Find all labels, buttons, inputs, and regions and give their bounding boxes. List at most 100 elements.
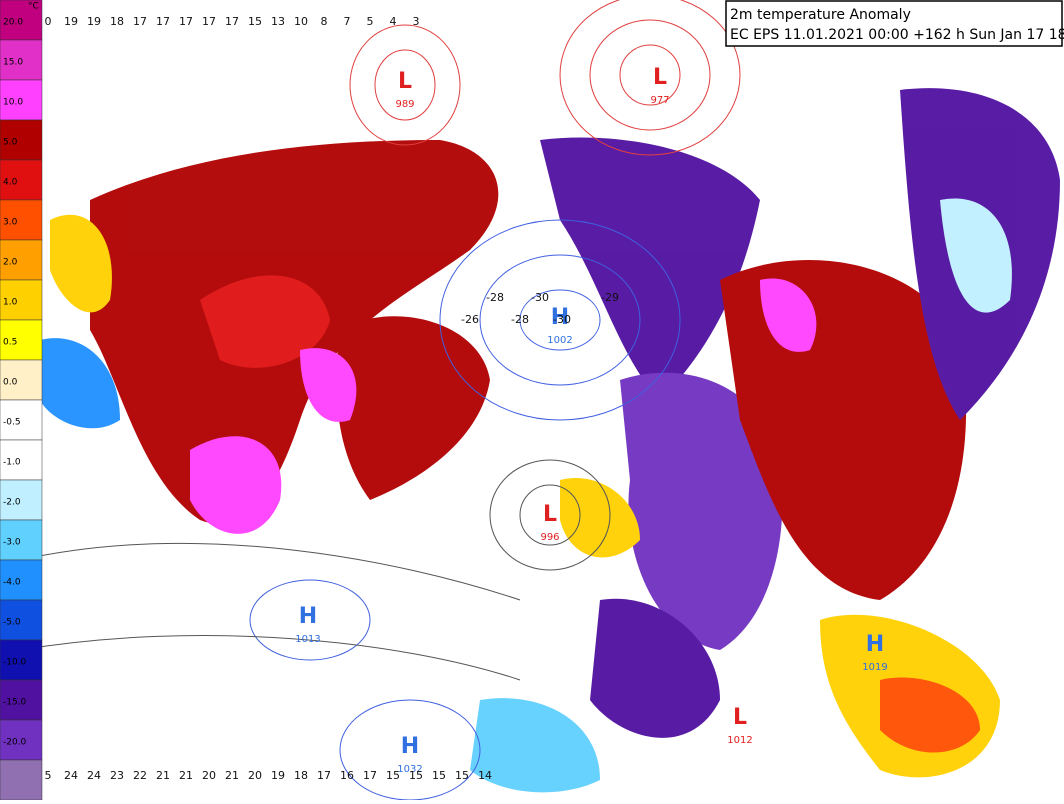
anomaly-value: -30 — [553, 313, 571, 326]
anomaly-value: 15 — [455, 769, 469, 782]
anomaly-value: 19 — [64, 15, 78, 28]
anomaly-value: 7 — [344, 15, 351, 28]
pressure-value: 1019 — [862, 662, 887, 673]
colorbar-swatch — [0, 679, 43, 721]
anomaly-value: 5 — [45, 769, 52, 782]
colorbar-label: -2.0 — [3, 498, 21, 508]
pressure-symbol: H — [401, 734, 419, 759]
anomaly-value: 20 — [202, 769, 216, 782]
anomaly-value: 15 — [386, 769, 400, 782]
colorbar-swatch — [0, 159, 43, 201]
colorbar-swatch — [0, 599, 43, 641]
pressure-value: 989 — [395, 99, 414, 110]
anomaly-value: 19 — [87, 15, 101, 28]
colorbar-label: 10.0 — [3, 98, 23, 108]
pressure-value: 1032 — [397, 764, 422, 775]
pressure-symbol: H — [866, 632, 884, 657]
anomaly-value: -26 — [461, 313, 479, 326]
pressure-value: 1002 — [547, 335, 572, 346]
title-box — [725, 0, 1063, 47]
anomaly-value: 13 — [271, 15, 285, 28]
anomaly-value: 15 — [248, 15, 262, 28]
colorbar-swatch — [0, 719, 43, 761]
anomaly-value: 0 — [45, 15, 52, 28]
anomaly-value: 15 — [409, 769, 423, 782]
colorbar-label: 4.0 — [3, 178, 18, 188]
anomaly-value: 17 — [133, 15, 147, 28]
title: 2m temperature Anomaly — [730, 7, 911, 23]
anomaly-value: 24 — [87, 769, 101, 782]
anomaly-value: 17 — [317, 769, 331, 782]
anomaly-value: 19 — [271, 769, 285, 782]
colorbar-swatch — [0, 199, 43, 241]
anomaly-value: 21 — [179, 769, 193, 782]
colorbar-label: 20.0 — [3, 18, 23, 28]
anomaly-value: 8 — [321, 15, 328, 28]
anomaly-value: 18 — [110, 15, 124, 28]
colorbar-swatch — [0, 0, 43, 41]
colorbar-label: 3.0 — [3, 218, 18, 228]
pressure-value: 996 — [540, 532, 559, 543]
colorbar-label: 0.0 — [3, 378, 18, 388]
colorbar-swatch — [0, 759, 43, 801]
pressure-value: 1013 — [295, 634, 320, 645]
colorbar-label: 15.0 — [3, 58, 23, 68]
anomaly-value: 15 — [432, 769, 446, 782]
colorbar-label: 0.5 — [3, 338, 17, 348]
anomaly-value: 4 — [390, 15, 397, 28]
colorbar-label: -15.0 — [3, 698, 27, 708]
colorbar-label: -1.0 — [3, 458, 21, 468]
colorbar-label: -10.0 — [3, 658, 27, 668]
colorbar-swatch — [0, 359, 43, 401]
colorbar-unit: °C — [28, 2, 39, 12]
colorbar-label: -5.0 — [3, 618, 21, 628]
colorbar-swatch — [0, 279, 43, 321]
anomaly-value: -29 — [601, 291, 619, 304]
colorbar-label: -4.0 — [3, 578, 21, 588]
anomaly-value: 17 — [179, 15, 193, 28]
colorbar-swatch — [0, 639, 43, 681]
colorbar-label: 1.0 — [3, 298, 18, 308]
colorbar-label: -3.0 — [3, 538, 21, 548]
anomaly-value: 17 — [202, 15, 216, 28]
pressure-symbol: L — [733, 705, 747, 730]
colorbar-swatch — [0, 479, 43, 521]
anomaly-value: 3 — [413, 15, 420, 28]
anomaly-value: 23 — [110, 769, 124, 782]
anomaly-value: 10 — [294, 15, 308, 28]
anomaly-value: 22 — [133, 769, 147, 782]
anomaly-value: 14 — [478, 769, 492, 782]
anomaly-value: 24 — [64, 769, 78, 782]
anomaly-value: -30 — [531, 291, 549, 304]
colorbar: °C 20.0 15.0 10.0 5.0 4.0 3.0 2.0 1.0 0.5 0.0 -0.5 -… — [0, 0, 43, 801]
anomaly-value: -28 — [486, 291, 504, 304]
colorbar-swatch — [0, 79, 43, 121]
anomaly-value: 17 — [363, 769, 377, 782]
pressure-symbol: H — [299, 604, 317, 629]
anomaly-value: 18 — [294, 769, 308, 782]
anomaly-value: 21 — [156, 769, 170, 782]
colorbar-swatch — [0, 559, 43, 601]
colorbar-swatch — [0, 119, 43, 161]
colorbar-swatch — [0, 439, 43, 481]
colorbar-swatch — [0, 319, 43, 361]
pressure-symbol: L — [398, 69, 412, 94]
pressure-symbol: L — [543, 502, 557, 527]
colorbar-swatch — [0, 239, 43, 281]
colorbar-swatch — [0, 39, 43, 81]
anomaly-value: -28 — [511, 313, 529, 326]
pressure-symbol: L — [653, 65, 667, 90]
colorbar-label: 5.0 — [3, 138, 18, 148]
colorbar-swatch — [0, 519, 43, 561]
anomaly-value: 16 — [340, 769, 354, 782]
subtitle: EC EPS 11.01.2021 00:00 +162 h Sun Jan 1… — [730, 27, 1064, 43]
anomaly-value: 17 — [156, 15, 170, 28]
pressure-value: 1012 — [727, 735, 752, 746]
colorbar-swatch — [0, 399, 43, 441]
colorbar-label: 2.0 — [3, 258, 18, 268]
anomaly-value: 5 — [367, 15, 374, 28]
anomaly-value: 20 — [248, 769, 262, 782]
colorbar-label: -20.0 — [3, 738, 27, 748]
